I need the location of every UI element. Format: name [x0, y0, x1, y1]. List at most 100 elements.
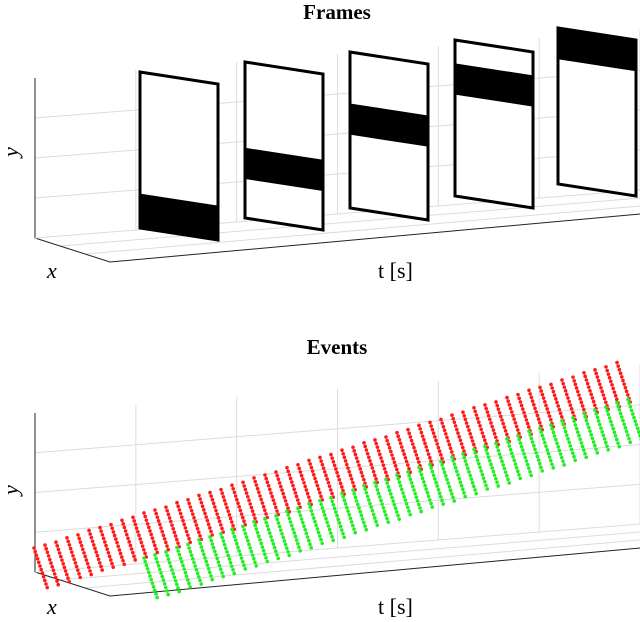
event-negative — [595, 415, 600, 420]
event-positive — [451, 416, 456, 421]
event-negative — [242, 563, 246, 568]
event-negative — [524, 459, 529, 463]
event-negative — [495, 480, 499, 485]
event-positive — [70, 550, 74, 554]
event-negative — [479, 469, 484, 473]
event-positive — [408, 435, 413, 439]
event-positive — [428, 455, 432, 460]
event-positive — [74, 564, 79, 569]
event-positive — [84, 558, 89, 562]
event-positive — [98, 561, 102, 565]
event-positive — [308, 462, 313, 466]
event-positive — [435, 442, 440, 446]
event-negative — [175, 582, 179, 587]
event-negative — [503, 470, 508, 474]
event-positive — [560, 415, 564, 419]
event-positive — [206, 522, 211, 527]
event-positive — [445, 435, 449, 440]
event-negative — [549, 423, 553, 428]
event-negative — [352, 491, 357, 496]
event-negative — [308, 505, 313, 510]
event-positive — [43, 543, 47, 547]
event-negative — [428, 462, 432, 467]
event-positive — [175, 537, 179, 542]
event-positive — [120, 555, 124, 559]
event-negative — [450, 455, 454, 459]
event-positive — [85, 561, 90, 566]
event-positive — [155, 550, 159, 555]
event-negative — [186, 542, 190, 547]
event-positive — [233, 494, 238, 498]
event-positive — [588, 388, 592, 393]
event-negative — [299, 517, 304, 521]
event-positive — [330, 456, 335, 460]
event-negative — [591, 440, 596, 444]
event-positive — [620, 375, 624, 379]
event-positive — [158, 522, 162, 527]
event-positive — [272, 501, 277, 506]
event-negative — [250, 553, 255, 557]
event-negative — [623, 426, 628, 430]
event-positive — [577, 393, 581, 397]
event-positive — [457, 434, 462, 439]
event-positive — [492, 431, 497, 436]
event-positive — [137, 533, 141, 538]
event-positive — [334, 467, 338, 471]
event-positive — [480, 431, 485, 435]
grid-line — [59, 531, 640, 581]
event-positive — [162, 537, 167, 541]
event-negative — [191, 557, 195, 561]
event-positive — [362, 441, 366, 445]
event-positive — [522, 410, 526, 415]
event-positive — [579, 400, 584, 405]
event-positive — [345, 462, 349, 467]
event-positive — [299, 473, 304, 478]
event-positive — [376, 448, 381, 453]
event-positive — [386, 442, 391, 447]
event-negative — [406, 470, 410, 474]
event-negative — [316, 530, 321, 535]
event-positive — [68, 546, 73, 551]
event-negative — [323, 513, 327, 517]
event-positive — [447, 442, 452, 447]
event-positive — [301, 477, 305, 481]
event-positive — [411, 442, 415, 446]
event-negative — [198, 578, 202, 583]
event-negative — [153, 588, 157, 593]
event-negative — [148, 574, 152, 578]
event-negative — [604, 440, 608, 445]
event-positive — [290, 480, 294, 484]
event-negative — [414, 495, 419, 500]
event-negative — [527, 429, 531, 434]
event-negative — [505, 473, 509, 478]
event-negative — [400, 487, 404, 492]
event-negative — [602, 437, 607, 441]
event-positive — [123, 529, 128, 533]
event-positive — [513, 420, 518, 425]
event-positive — [283, 499, 288, 503]
event-positive — [189, 508, 194, 513]
event-negative — [309, 509, 314, 513]
event-negative — [448, 488, 453, 493]
event-positive — [177, 508, 182, 512]
event-negative — [180, 560, 184, 564]
event-negative — [543, 440, 547, 445]
event-negative — [280, 531, 284, 536]
event-positive — [153, 508, 157, 512]
event-negative — [458, 480, 463, 484]
event-positive — [227, 513, 232, 517]
event-positive — [285, 465, 289, 470]
event-negative — [342, 498, 347, 503]
event-positive — [142, 511, 146, 515]
event-positive — [307, 495, 311, 499]
event-negative — [203, 556, 207, 560]
event-negative — [549, 458, 553, 463]
event-positive — [38, 564, 42, 568]
event-negative — [197, 538, 201, 542]
event-negative — [629, 408, 634, 413]
event-negative — [314, 523, 319, 528]
event-negative — [618, 411, 623, 416]
event-positive — [78, 540, 83, 544]
event-negative — [205, 563, 210, 567]
event-negative — [425, 490, 430, 495]
